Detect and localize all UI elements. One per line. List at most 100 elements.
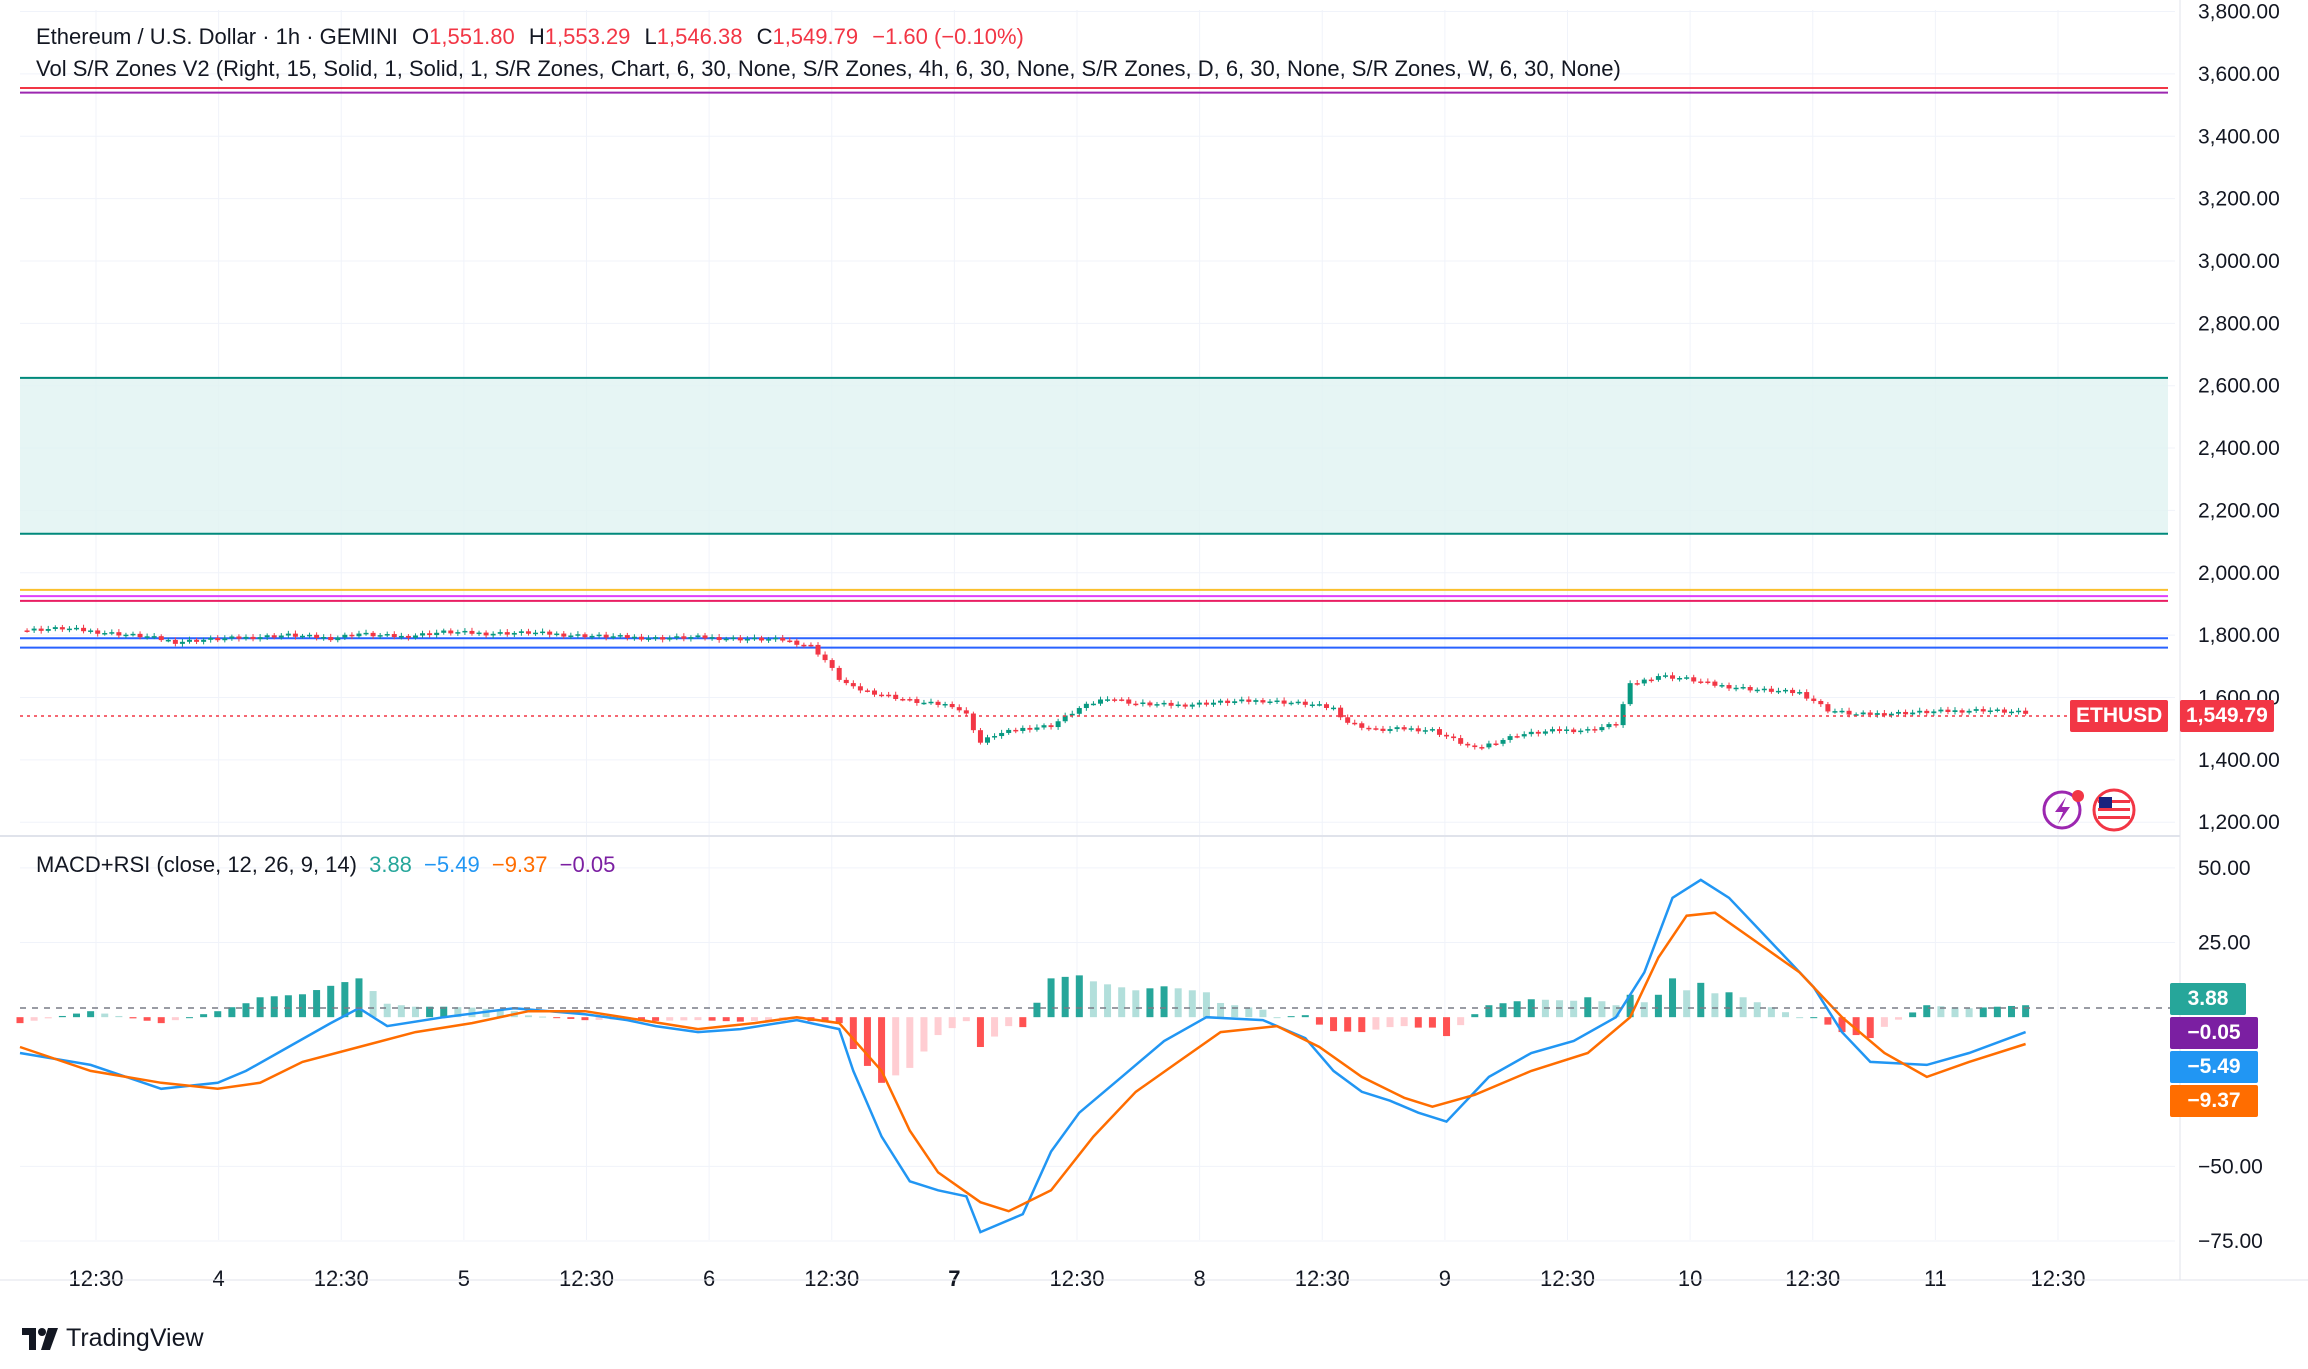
macd-hist-bar: [1301, 1015, 1309, 1018]
time-tick-label: 6: [703, 1266, 715, 1291]
time-tick-label: 12:30: [2030, 1266, 2085, 1291]
macd-hist-bar: [1400, 1017, 1408, 1027]
macd-hist-bar: [327, 985, 335, 1018]
candle-body: [1945, 709, 1951, 713]
candle-body: [1917, 710, 1923, 713]
candle-body: [250, 636, 256, 640]
macd-title[interactable]: MACD+RSI (close, 12, 26, 9, 14): [36, 852, 357, 877]
macd-hist-bar: [2022, 1005, 2030, 1018]
macd-line: [19, 878, 2027, 1234]
candle-body: [1966, 710, 1972, 713]
candle-body: [328, 636, 334, 641]
price-candles[interactable]: [24, 624, 2029, 751]
candle-body: [540, 631, 546, 634]
macd-hist-bar: [1428, 1017, 1436, 1028]
macd-hist-bar: [1824, 1017, 1832, 1025]
candle-body: [264, 635, 270, 638]
candle-body: [780, 637, 786, 641]
macd-hist-bar: [1118, 987, 1126, 1018]
time-tick-label: 11: [1924, 1266, 1947, 1291]
price-badge[interactable]: 1,549.79: [2180, 700, 2274, 732]
price-tick-label: 3,400.00: [2198, 125, 2280, 148]
candle-body: [1232, 701, 1238, 704]
candle-body: [808, 644, 814, 647]
candle-body: [1648, 679, 1654, 682]
tradingview-brand[interactable]: TradingView: [22, 1324, 204, 1353]
candle-body: [38, 628, 44, 631]
macd-legend[interactable]: MACD+RSI (close, 12, 26, 9, 14) 3.88 −5.…: [36, 852, 615, 878]
candle-body: [525, 631, 531, 634]
candle-body: [533, 632, 539, 635]
candle-body: [441, 630, 447, 633]
candle-body: [1973, 709, 1979, 711]
candle-body: [1585, 729, 1591, 731]
macd-hist-bar: [934, 1017, 942, 1036]
candle-body: [1316, 704, 1322, 706]
candle-body: [1415, 728, 1421, 732]
candle-body: [1578, 730, 1584, 733]
indicator-legend[interactable]: Vol S/R Zones V2 (Right, 15, Solid, 1, S…: [36, 56, 1621, 81]
candle-body: [1613, 724, 1619, 726]
candle-body: [829, 660, 835, 668]
candle-body: [412, 635, 418, 638]
time-tick-label: 12:30: [68, 1266, 123, 1291]
candle-body: [1444, 734, 1450, 737]
candle-body: [949, 703, 955, 708]
macd-hist-bar: [1315, 1017, 1323, 1025]
candle-body: [1903, 711, 1909, 715]
candle-body: [1331, 707, 1337, 710]
macd-hist-bar: [1132, 990, 1140, 1018]
us-flag-icon[interactable]: [2092, 788, 2136, 832]
candle-body: [490, 633, 496, 636]
candle-body: [511, 632, 517, 635]
macd-hist-bar: [1570, 1000, 1578, 1018]
macd-hist-bar: [637, 1017, 645, 1021]
macd-hist-bar: [1273, 1017, 1281, 1019]
time-axis[interactable]: 12:30 4 12:30 5 12:30 6 12:30 7 12:30 8 12:30 9 12:3…: [68, 1266, 2085, 1291]
macd-hist-bar: [1527, 999, 1535, 1018]
candle-body: [455, 632, 461, 634]
candle-body: [158, 636, 164, 641]
low-label: L: [644, 24, 657, 49]
price-axis[interactable]: 1,200.001,400.001,600.001,800.002,000.00…: [2198, 1, 2280, 835]
candle-body: [815, 644, 821, 655]
candle-body: [1274, 700, 1280, 703]
macd-hist-bar: [1612, 1005, 1620, 1018]
symbol-title[interactable]: Ethereum / U.S. Dollar · 1h · GEMINI: [36, 24, 398, 49]
macd-hist-bar: [1739, 997, 1747, 1018]
candle-body: [1366, 727, 1372, 730]
macd-axis[interactable]: −75.00 −50.00 25.00 50.00: [2198, 857, 2263, 1253]
price-tick-label: 3,200.00: [2198, 188, 2280, 211]
macd-hist-bar: [1231, 1005, 1239, 1018]
candle-body: [1571, 729, 1577, 733]
candle-body: [1952, 710, 1958, 713]
candle-body: [1888, 713, 1894, 716]
candle-body: [278, 635, 284, 638]
macd-hist-bar: [200, 1014, 208, 1018]
macd-hist-bar: [652, 1017, 660, 1021]
macd-hist-bar: [595, 1017, 603, 1020]
candle-body: [1606, 724, 1612, 728]
candle-body: [1740, 687, 1746, 689]
candle-body: [1090, 703, 1096, 706]
candle-body: [857, 686, 863, 691]
candle-body: [985, 737, 991, 743]
candle-body: [1006, 729, 1012, 733]
macd-hist-bar: [1471, 1014, 1479, 1018]
macd-hist-bar: [1767, 1007, 1775, 1018]
candle-body: [186, 639, 192, 642]
macd-hist-bar: [1895, 1017, 1903, 1020]
time-tick-label: 9: [1439, 1266, 1451, 1291]
price-tick-label: 3,800.00: [2198, 1, 2280, 24]
time-tick-label: 12:30: [1049, 1266, 1104, 1291]
lightning-icon[interactable]: [2042, 790, 2084, 830]
candle-body: [1938, 709, 1944, 712]
candle-body: [1309, 704, 1315, 707]
candle-body: [1712, 681, 1718, 686]
candle-body: [992, 736, 998, 738]
ticker-badge[interactable]: ETHUSD: [2070, 700, 2169, 732]
symbol-legend[interactable]: Ethereum / U.S. Dollar · 1h · GEMINI O1,…: [36, 22, 1024, 52]
macd-hist-bar: [440, 1006, 448, 1018]
candle-body: [31, 628, 37, 631]
